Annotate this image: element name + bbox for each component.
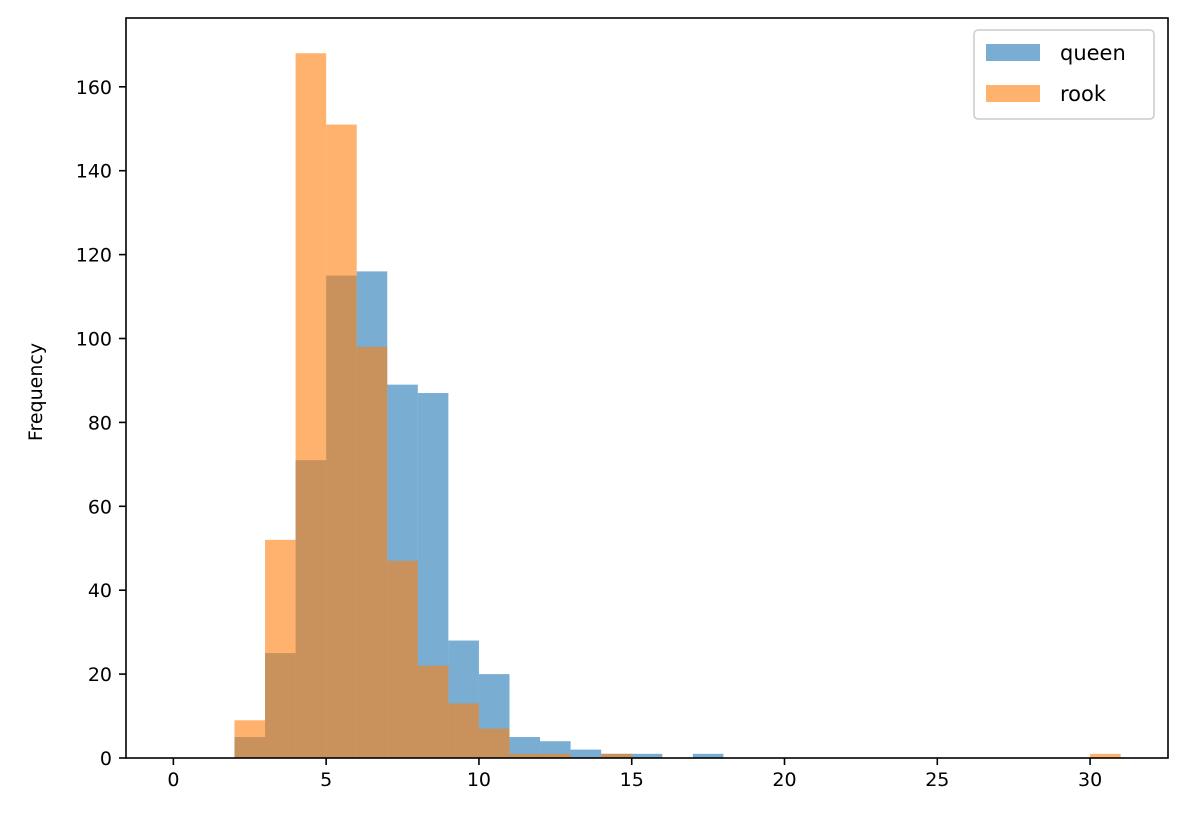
bar-queen-11 [509, 737, 541, 758]
bar-rook-9 [448, 703, 479, 758]
y-tick-label: 40 [88, 580, 112, 602]
bar-rook-4 [295, 53, 327, 758]
y-tick-label: 20 [88, 664, 112, 686]
y-tick-label: 140 [76, 161, 112, 183]
y-tick-label: 0 [100, 748, 112, 770]
x-tick-label: 0 [167, 769, 179, 791]
bar-rook-8 [417, 665, 449, 758]
x-tick-label: 20 [772, 769, 796, 791]
bar-rook-5 [326, 124, 357, 759]
x-tick-label: 25 [925, 769, 949, 791]
legend-label-queen: queen [1060, 41, 1126, 65]
bar-queen-17 [692, 753, 724, 758]
y-tick-label: 80 [88, 412, 112, 434]
bar-rook-11 [509, 753, 541, 758]
bars-layer [234, 53, 1121, 759]
x-tick-label: 5 [320, 769, 332, 791]
y-axis: 0 20 40 60 80 100 120 140 160 [76, 77, 126, 770]
y-axis-label: Frequency [25, 343, 47, 441]
x-tick-label: 15 [620, 769, 644, 791]
y-tick-label: 120 [76, 245, 112, 267]
bar-queen-15 [631, 753, 663, 758]
x-tick-label: 30 [1078, 769, 1102, 791]
bar-rook-7 [387, 560, 418, 758]
bar-queen-13 [570, 749, 602, 758]
bar-rook-14 [601, 753, 632, 758]
bar-rook-6 [356, 346, 388, 758]
plot-frame [125, 17, 1169, 759]
bar-rook-2 [234, 720, 266, 758]
legend-swatch-queen [986, 44, 1040, 61]
y-tick-label: 100 [76, 328, 112, 350]
legend: queen rook [973, 29, 1155, 120]
legend-swatch-rook [986, 85, 1040, 102]
bar-rook-3 [265, 539, 296, 758]
y-tick-label: 60 [88, 496, 112, 518]
bar-rook-10 [478, 728, 510, 758]
legend-label-rook: rook [1060, 82, 1107, 106]
x-tick-label: 10 [467, 769, 491, 791]
y-tick-label: 160 [76, 77, 112, 99]
bar-rook-12 [540, 753, 571, 758]
x-axis: 0 5 10 15 20 25 30 [167, 758, 1102, 791]
bar-rook-30 [1090, 753, 1121, 758]
